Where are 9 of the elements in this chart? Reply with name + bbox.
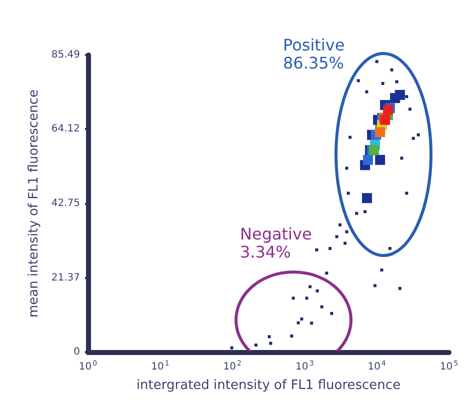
y-axis-title: mean intensity of FL1 fluorescence — [26, 89, 42, 318]
y-tick-label: 85.49 — [51, 50, 80, 60]
annotation: Negative 3.34% — [240, 224, 312, 262]
y-tick-label: 42.75 — [51, 198, 80, 209]
annotation: Positive 86.35% — [283, 36, 345, 72]
y-tick-label: 21.37 — [51, 272, 80, 284]
y-tick-label: 64.12 — [51, 124, 80, 135]
y-tick-label: 0 — [74, 346, 80, 358]
x-axis-title: intergrated intensity of FL1 fluorescence — [136, 378, 401, 393]
